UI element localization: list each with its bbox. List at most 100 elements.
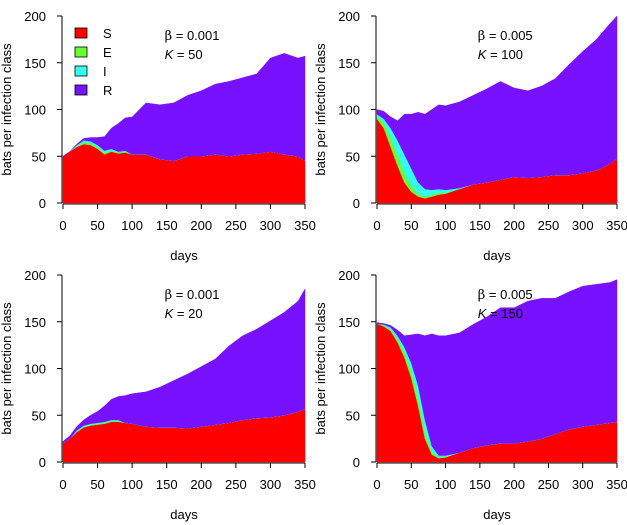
annotation-k: K = 50 xyxy=(165,47,203,62)
y-tick-label: 100 xyxy=(338,103,360,118)
y-tick-label: 0 xyxy=(39,196,46,211)
legend-label-e: E xyxy=(103,45,112,60)
chart-panel-3: 0 50 100 150 200 250 300 350 0 50 100 150 200 days bat… xyxy=(0,268,316,522)
annotation-beta: β = 0.005 xyxy=(478,287,533,303)
y-tick-label: 150 xyxy=(338,56,360,71)
legend-swatch-e xyxy=(74,46,88,58)
x-tick-label: 100 xyxy=(121,218,143,233)
y-tick-label: 50 xyxy=(346,408,360,423)
area-r xyxy=(376,279,618,456)
annotation-k: K = 20 xyxy=(165,306,203,321)
area-r xyxy=(376,15,618,191)
legend-label-i: I xyxy=(103,64,107,79)
y-tick-label: 0 xyxy=(39,455,46,470)
beta-value: = 0.005 xyxy=(485,287,532,302)
x-tick-label: 150 xyxy=(156,218,178,233)
x-tick-label: 250 xyxy=(538,477,560,492)
x-tick-label: 50 xyxy=(90,218,104,233)
area-r xyxy=(62,288,306,444)
legend-swatch-r xyxy=(74,84,88,96)
legend-swatch-i xyxy=(74,65,88,77)
annotation-k: K = 150 xyxy=(478,306,523,321)
x-tick-label: 50 xyxy=(404,477,418,492)
k-symbol: K xyxy=(165,306,175,321)
y-axis-label: bats per infection class xyxy=(313,43,328,176)
chart-panel-2: 0 50 100 150 200 250 300 350 0 50 100 150 200 days bat… xyxy=(313,9,627,263)
x-tick-label: 0 xyxy=(59,218,66,233)
x-tick-label: 350 xyxy=(294,218,316,233)
x-axis-label: days xyxy=(483,507,511,522)
k-value: = 150 xyxy=(486,306,523,321)
x-tick-label: 0 xyxy=(59,477,66,492)
y-axis-label: bats per infection class xyxy=(313,302,328,435)
y-tick-label: 200 xyxy=(24,9,46,24)
beta-symbol: β xyxy=(165,288,173,303)
x-axis-label: days xyxy=(170,248,198,263)
beta-symbol: β xyxy=(478,288,486,303)
chart-panel-4: 0 50 100 150 200 250 300 350 0 50 100 150 200 days bat… xyxy=(313,268,627,522)
k-symbol: K xyxy=(478,306,488,321)
x-tick-label: 300 xyxy=(572,477,594,492)
x-axis-label: days xyxy=(483,248,511,263)
x-tick-label: 350 xyxy=(606,218,627,233)
x-tick-label: 50 xyxy=(90,477,104,492)
x-tick-label: 250 xyxy=(538,218,560,233)
x-tick-label: 250 xyxy=(225,218,247,233)
y-tick-label: 50 xyxy=(32,408,46,423)
y-axis-label: bats per infection class xyxy=(0,43,14,176)
x-tick-label: 350 xyxy=(606,477,627,492)
x-tick-label: 150 xyxy=(469,477,491,492)
x-tick-label: 0 xyxy=(373,477,380,492)
x-tick-label: 300 xyxy=(572,218,594,233)
k-symbol: K xyxy=(165,47,175,62)
y-tick-label: 0 xyxy=(353,196,360,211)
chart-panel-1: 0 50 100 150 200 250 300 350 0 50 100 150 200 days bat… xyxy=(0,9,316,263)
x-tick-label: 100 xyxy=(121,477,143,492)
legend-label-r: R xyxy=(103,83,112,98)
annotation-beta: β = 0.001 xyxy=(165,287,220,303)
legend-label-s: S xyxy=(103,26,112,41)
x-tick-label: 150 xyxy=(156,477,178,492)
y-tick-label: 100 xyxy=(24,103,46,118)
y-tick-label: 150 xyxy=(24,315,46,330)
x-tick-label: 300 xyxy=(260,218,282,233)
y-tick-label: 100 xyxy=(24,362,46,377)
y-tick-label: 50 xyxy=(32,149,46,164)
x-tick-label: 250 xyxy=(225,477,247,492)
area-r xyxy=(62,53,306,162)
x-tick-label: 100 xyxy=(435,218,457,233)
y-tick-label: 150 xyxy=(24,56,46,71)
x-tick-label: 100 xyxy=(435,477,457,492)
x-tick-label: 50 xyxy=(404,218,418,233)
x-tick-label: 200 xyxy=(190,477,212,492)
x-tick-label: 300 xyxy=(260,477,282,492)
y-tick-label: 200 xyxy=(338,9,360,24)
annotation-beta: β = 0.005 xyxy=(478,28,533,44)
k-value: = 50 xyxy=(173,47,202,62)
x-tick-label: 200 xyxy=(503,477,525,492)
y-tick-label: 0 xyxy=(353,455,360,470)
x-tick-label: 0 xyxy=(373,218,380,233)
annotation-k: K = 100 xyxy=(478,47,523,62)
x-tick-label: 200 xyxy=(190,218,212,233)
beta-symbol: β xyxy=(478,29,486,44)
k-value: = 100 xyxy=(486,47,523,62)
k-value: = 20 xyxy=(173,306,202,321)
x-tick-label: 350 xyxy=(294,477,316,492)
x-tick-label: 150 xyxy=(469,218,491,233)
beta-symbol: β xyxy=(165,29,173,44)
y-axis-label: bats per infection class xyxy=(0,302,14,435)
k-symbol: K xyxy=(478,47,488,62)
beta-value: = 0.001 xyxy=(172,28,219,43)
y-tick-label: 100 xyxy=(338,362,360,377)
x-axis-label: days xyxy=(170,507,198,522)
y-tick-label: 50 xyxy=(346,149,360,164)
y-tick-label: 200 xyxy=(24,268,46,283)
x-tick-label: 200 xyxy=(503,218,525,233)
annotation-beta: β = 0.001 xyxy=(165,28,220,44)
beta-value: = 0.005 xyxy=(485,28,532,43)
y-tick-label: 150 xyxy=(338,315,360,330)
beta-value: = 0.001 xyxy=(172,287,219,302)
legend-swatch-s xyxy=(74,27,88,39)
